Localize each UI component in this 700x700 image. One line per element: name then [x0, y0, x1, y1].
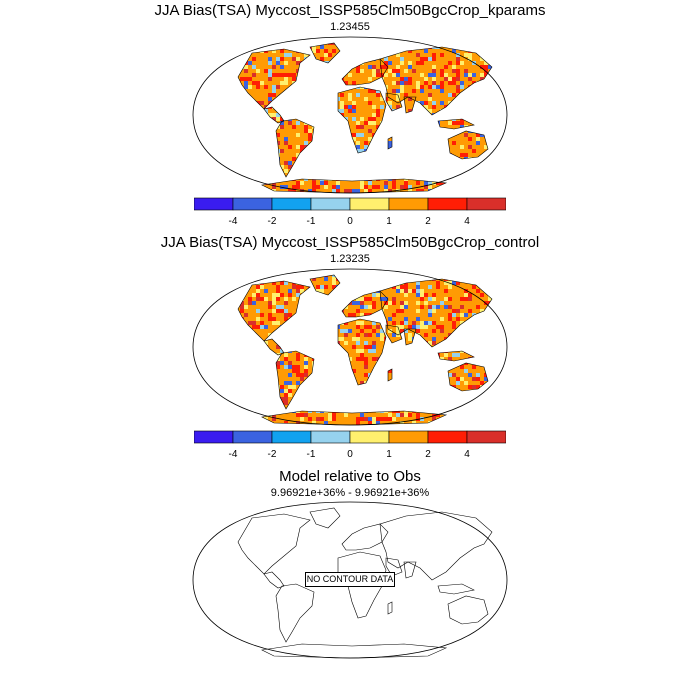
coastline-asia — [379, 511, 493, 581]
colorbar-swatch — [271, 430, 312, 444]
colorbar-tick-label: 4 — [464, 216, 470, 227]
colorbar-swatch — [349, 430, 390, 444]
panel2-title: JJA Bias(TSA) Myccost_ISSP585Clm50BgcCro… — [160, 234, 540, 251]
coastline-south-america — [275, 583, 315, 643]
coastline-india — [403, 96, 417, 114]
coastline-greenland — [309, 274, 341, 296]
panel2-colorbar: -4 -2 -1 0 1 2 4 — [194, 430, 506, 460]
coastline-europe — [341, 58, 389, 86]
panel3-subtitle: 9.96921e+36% - 9.96921e+36% — [270, 487, 430, 499]
panel1-colorbar: -4 -2 -1 0 1 2 4 — [194, 197, 506, 227]
coastline-antarctica — [261, 178, 448, 194]
panel1-title: JJA Bias(TSA) Myccost_ISSP585Clm50BgcCro… — [154, 2, 546, 19]
colorbar-swatch — [232, 197, 273, 211]
coastline-europe — [341, 523, 389, 551]
colorbar-swatch — [271, 197, 312, 211]
colorbar-swatch — [232, 430, 273, 444]
colorbar-tick-label: 4 — [464, 449, 470, 460]
coastline-africa — [337, 86, 387, 154]
panel2-map — [192, 268, 508, 426]
colorbar-tick-label: -1 — [307, 216, 316, 227]
colorbar-swatch — [349, 197, 390, 211]
coastline-antarctica — [261, 643, 448, 659]
colorbar-tick-label: -4 — [229, 449, 238, 460]
coastline-antarctica — [261, 410, 448, 426]
map-border — [192, 501, 508, 659]
coastline-arabia — [385, 324, 403, 344]
colorbar-swatch — [194, 430, 234, 444]
coastline-south-america — [275, 118, 315, 178]
coastline-greenland — [309, 42, 341, 64]
panel3-title: Model relative to Obs — [279, 468, 421, 485]
panel1-subtitle: 1.23455 — [330, 21, 370, 33]
coastline-arabia — [385, 557, 403, 577]
coastline-india — [403, 561, 417, 579]
coastline-australia — [447, 362, 489, 392]
coastline-indonesia — [437, 118, 475, 130]
coastline-indonesia — [437, 583, 475, 595]
coastline-madagascar — [387, 601, 393, 615]
colorbar-tick-label: -2 — [268, 449, 277, 460]
coastline-north-america — [237, 48, 311, 110]
coastline-australia — [447, 130, 489, 160]
coastline-madagascar — [387, 368, 393, 382]
colorbar-swatch — [466, 430, 506, 444]
coastline-europe — [341, 290, 389, 318]
no-contour-data-label: NO CONTOUR DATA — [305, 572, 395, 587]
colorbar-tick-label: -4 — [229, 216, 238, 227]
colorbar-tick-label: 0 — [347, 216, 353, 227]
coastline-north-america — [237, 513, 311, 575]
colorbar-tick-label: 2 — [425, 449, 431, 460]
panel1-map — [192, 36, 508, 194]
coastline-asia — [379, 46, 493, 116]
coastline-madagascar — [387, 136, 393, 150]
panel2-subtitle: 1.23235 — [330, 253, 370, 265]
colorbar-swatch — [310, 430, 351, 444]
coastline-australia — [447, 595, 489, 625]
colorbar-swatch — [310, 197, 351, 211]
coastline-asia — [379, 278, 493, 348]
coastline-indonesia — [437, 350, 475, 362]
coastline-arabia — [385, 92, 403, 112]
coastline-north-america — [237, 280, 311, 342]
coastline-india — [403, 328, 417, 346]
map-border — [192, 36, 508, 194]
colorbar-tick-label: 2 — [425, 216, 431, 227]
colorbar-swatch — [466, 197, 506, 211]
coastline-africa — [337, 318, 387, 386]
colorbar-tick-label: 1 — [386, 449, 392, 460]
colorbar-tick-label: 0 — [347, 449, 353, 460]
colorbar-tick-label: -2 — [268, 216, 277, 227]
colorbar-swatch — [388, 197, 429, 211]
colorbar-swatch — [388, 430, 429, 444]
map-border — [192, 268, 508, 426]
colorbar-tick-label: 1 — [386, 216, 392, 227]
colorbar-tick-label: -1 — [307, 449, 316, 460]
colorbar-swatch — [194, 197, 234, 211]
coastline-south-america — [275, 350, 315, 410]
colorbar-swatch — [427, 197, 468, 211]
colorbar-swatch — [427, 430, 468, 444]
coastline-greenland — [309, 507, 341, 529]
